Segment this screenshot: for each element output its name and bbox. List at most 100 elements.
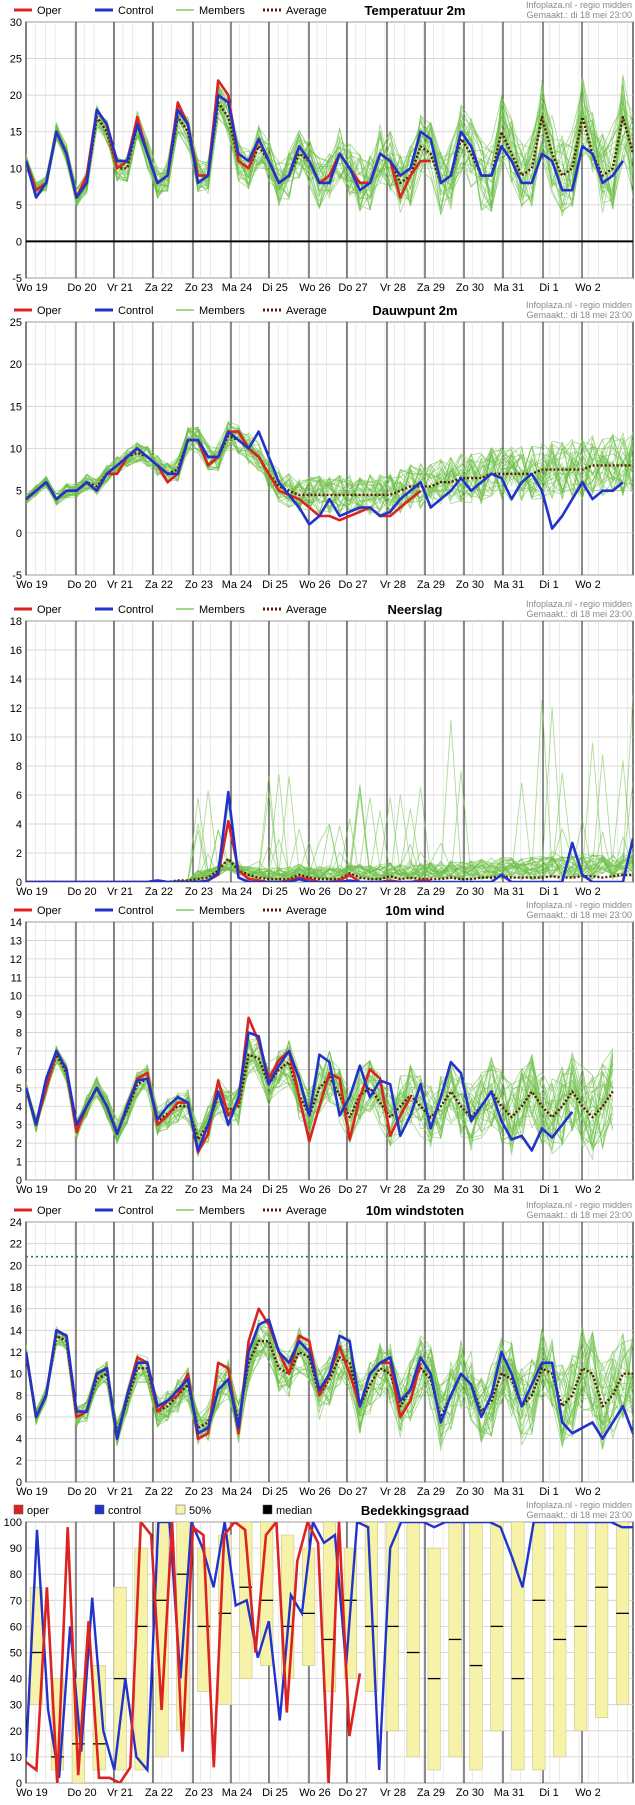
y-tick-label: 12: [10, 703, 22, 715]
y-tick-label: 15: [10, 127, 22, 139]
member-line: [26, 1335, 633, 1441]
member-line: [26, 792, 633, 882]
x-tick-label: Wo 19: [16, 886, 48, 898]
legend-swatch: [175, 1504, 186, 1515]
x-tick-label: Zo 30: [456, 579, 484, 591]
legend-label: Control: [118, 305, 153, 317]
spread-box: [532, 1522, 546, 1771]
x-tick-label: Vr 21: [107, 282, 133, 294]
x-tick-label: Do 27: [338, 282, 367, 294]
spread-box: [595, 1522, 609, 1719]
x-tick-label: Zo 23: [185, 1184, 213, 1196]
made-label: Gemaakt.: di 18 mei 23:00: [526, 910, 632, 920]
x-tick-label: Za 22: [145, 282, 173, 294]
x-tick-label: Di 25: [262, 1787, 288, 1799]
x-tick-label: Ma 31: [494, 282, 525, 294]
x-tick-label: Di 1: [539, 1486, 559, 1498]
legend-label: Oper: [37, 1205, 62, 1217]
source-label: Infoplaza.nl - regio midden: [526, 599, 632, 609]
legend-swatch: [262, 1504, 273, 1515]
x-tick-label: Za 29: [417, 1486, 445, 1498]
x-tick-label: Wo 2: [575, 282, 600, 294]
x-tick-label: Zo 23: [185, 1486, 213, 1498]
member-line: [26, 424, 633, 510]
x-tick-label: Zo 23: [185, 886, 213, 898]
chart-panel-3: 0 2 4 6 8 10 12 14 16 18 Wo 19 Do 20 Vr 21 Za 22 Zo 23…: [10, 599, 634, 898]
x-tick-label: Za 22: [145, 1787, 173, 1799]
x-tick-label: Za 22: [145, 1486, 173, 1498]
x-tick-label: Za 29: [417, 579, 445, 591]
y-tick-label: 10: [10, 1369, 22, 1381]
control-line: [26, 430, 624, 530]
x-tick-label: Za 29: [417, 1184, 445, 1196]
plot-content: [26, 74, 633, 217]
x-tick-label: Vr 28: [380, 579, 406, 591]
x-tick-label: Di 25: [262, 282, 288, 294]
y-tick-label: 10: [10, 732, 22, 744]
spread-box: [469, 1522, 483, 1771]
member-line: [26, 782, 633, 882]
x-tick-label: Zo 30: [456, 1184, 484, 1196]
y-tick-label: 18: [10, 1282, 22, 1294]
member-line: [26, 427, 633, 514]
legend-label: Average: [286, 5, 327, 17]
legend-label: oper: [27, 1505, 49, 1517]
x-tick-label: Ma 31: [494, 1486, 525, 1498]
x-tick-label: Vr 21: [107, 886, 133, 898]
x-tick-label: Vr 28: [380, 1486, 406, 1498]
y-tick-label: 50: [10, 1648, 22, 1660]
legend-label: Oper: [37, 604, 62, 616]
y-tick-label: 10: [10, 1752, 22, 1764]
member-line: [26, 794, 633, 882]
y-tick-label: 0: [16, 528, 22, 540]
plot-content: [26, 695, 633, 882]
x-tick-label: Wo 2: [575, 1787, 600, 1799]
x-tick-label: Do 20: [67, 886, 96, 898]
made-label: Gemaakt.: di 18 mei 23:00: [526, 1510, 632, 1520]
made-label: Gemaakt.: di 18 mei 23:00: [526, 1210, 632, 1220]
x-tick-label: Di 1: [539, 886, 559, 898]
source-label: Infoplaza.nl - regio midden: [526, 900, 632, 910]
made-label: Gemaakt.: di 18 mei 23:00: [526, 10, 632, 20]
x-tick-label: Do 20: [67, 579, 96, 591]
plot-content: [26, 421, 633, 530]
x-tick-label: Do 20: [67, 1486, 96, 1498]
x-tick-label: Di 1: [539, 1184, 559, 1196]
legend-label: Oper: [37, 305, 62, 317]
x-tick-label: Vr 28: [380, 282, 406, 294]
x-tick-label: Di 25: [262, 886, 288, 898]
y-tick-label: 12: [10, 954, 22, 966]
y-tick-label: 14: [10, 917, 22, 929]
y-tick-label: 60: [10, 1621, 22, 1633]
legend-label: Oper: [37, 5, 62, 17]
chart-title: Bedekkingsgraad: [361, 1503, 469, 1518]
y-tick-label: 25: [10, 54, 22, 66]
x-tick-label: Wo 19: [16, 579, 48, 591]
x-tick-label: Ma 24: [222, 886, 253, 898]
made-label: Gemaakt.: di 18 mei 23:00: [526, 310, 632, 320]
y-tick-label: 40: [10, 1674, 22, 1686]
chart-title: Neerslag: [388, 602, 443, 617]
oper-line: [26, 1522, 362, 1783]
x-tick-label: Za 22: [145, 886, 173, 898]
x-tick-label: Do 20: [67, 282, 96, 294]
x-tick-label: Zo 23: [185, 282, 213, 294]
x-tick-label: Wo 19: [16, 282, 48, 294]
member-line: [26, 428, 633, 513]
x-tick-label: Wo 2: [575, 1486, 600, 1498]
spread-box: [406, 1522, 420, 1758]
x-tick-label: Wo 26: [299, 282, 331, 294]
x-tick-label: Di 1: [539, 282, 559, 294]
member-line: [26, 1319, 633, 1438]
x-tick-label: Vr 21: [107, 1486, 133, 1498]
x-tick-label: Wo 26: [299, 1184, 331, 1196]
y-tick-label: 10: [10, 991, 22, 1003]
legend-swatch: [94, 1504, 105, 1515]
legend-label: Average: [286, 905, 327, 917]
y-tick-label: 3: [16, 1120, 22, 1132]
x-tick-label: Wo 19: [16, 1486, 48, 1498]
x-tick-label: Wo 26: [299, 579, 331, 591]
x-tick-label: Do 27: [338, 579, 367, 591]
